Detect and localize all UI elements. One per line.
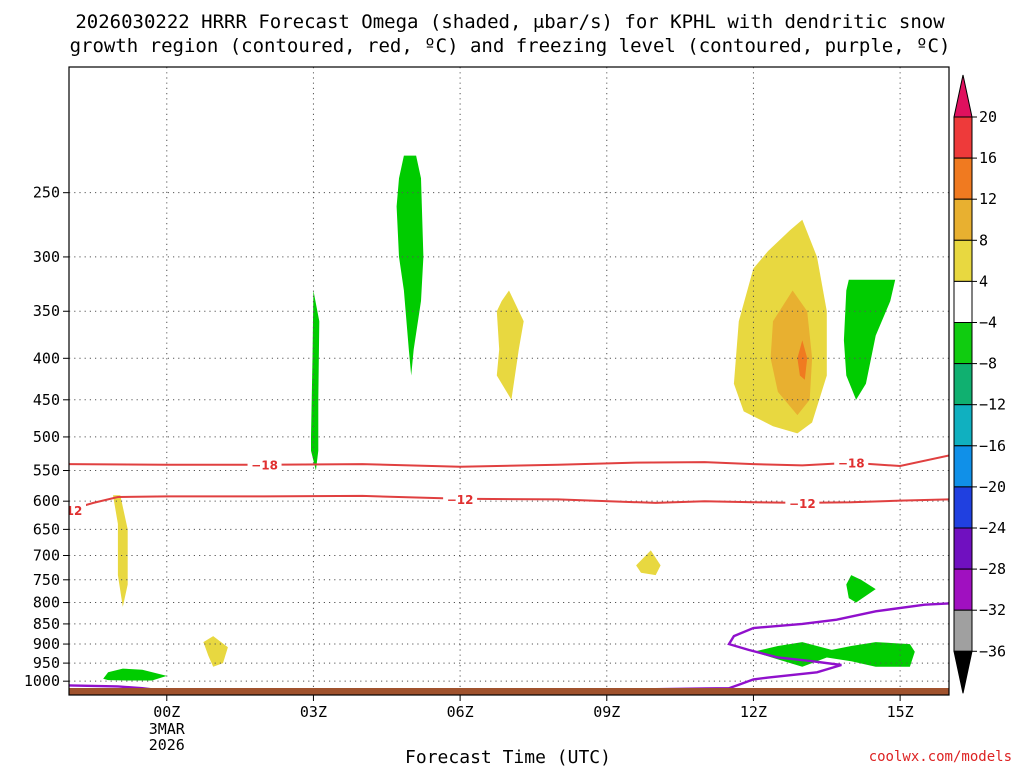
x-tick-sublabel-2: 2026 [149,736,185,754]
colorbar-label--4: −4 [979,314,997,332]
y-tick-label-600: 600 [33,492,60,510]
y-tick-label-300: 300 [33,248,60,266]
omega-region-9 [770,290,813,416]
plot-frame [68,66,950,696]
y-tick-label-400: 400 [33,349,60,367]
y-tick-label-1000: 1000 [24,672,60,690]
contour-label--12-2: −12 [447,493,474,507]
colorbar-segment-13 [953,609,973,652]
colorbar-segment-7 [953,363,973,406]
omega-shading-layer [103,155,915,681]
x-tick-label-00Z: 00Z [153,703,180,721]
chart-title-line1: 2026030222 HRRR Forecast Omega (shaded, … [75,11,945,33]
contour-label-bg [785,494,820,510]
contour-label--18-1: −18 [251,459,278,473]
colorbar-label--32: −32 [979,601,1006,619]
colorbar-label--24: −24 [979,519,1006,537]
contour-label-bg [247,456,282,472]
freezing-level-contour-2 [606,602,949,692]
colorbar-segment-5 [953,280,973,323]
colorbar-label--20: −20 [979,478,1006,496]
y-tick-label-900: 900 [33,635,60,653]
colorbar-top-triangle [953,74,973,118]
x-tick-label-12Z: 12Z [740,703,767,721]
x-tick-label-06Z: 06Z [447,703,474,721]
contour-label--18-2: −18 [838,457,865,471]
colorbar-label--12: −12 [979,396,1006,414]
x-tick-label-03Z: 03Z [300,703,327,721]
colorbar-label-4: 4 [979,272,988,290]
colorbar-label--8: −8 [979,355,997,373]
contour-label-bg [443,490,478,506]
y-tick-label-650: 650 [33,520,60,538]
colorbar: 20 16 12 8 4 −4 −8 −12 −16 −20 −24 −28 −32 −36 [953,74,1006,694]
omega-region-13 [753,642,915,667]
x-tick-label-09Z: 09Z [593,703,620,721]
colorbar-label-20: 20 [979,108,997,126]
colorbar-label--36: −36 [979,642,1006,660]
colorbar-segment-9 [953,445,973,488]
omega-region-6 [496,290,524,400]
omega-region-12 [846,575,876,603]
colorbar-segment-4 [953,239,973,282]
omega-region-10 [797,340,808,380]
y-tick-label-850: 850 [33,615,60,633]
colorbar-segment-11 [953,527,973,570]
y-tick-label-800: 800 [33,594,60,612]
y-axis: 250 300 350 400 450 500 550 600 650 700 750 800 850 9… [24,184,69,690]
colorbar-segment-1 [953,116,973,159]
ground-strip [69,688,949,695]
y-tick-label-700: 700 [33,546,60,564]
colorbar-label--28: −28 [979,560,1006,578]
contour-label-bg [834,454,869,470]
colorbar-segment-6 [953,322,973,365]
colorbar-segment-10 [953,486,973,529]
colorbar-label-16: 16 [979,149,997,167]
x-axis-label: Forecast Time (UTC) [405,747,611,768]
colorbar-segment-8 [953,404,973,447]
y-tick-label-950: 950 [33,654,60,672]
omega-region-7 [636,550,661,576]
omega-region-2 [113,495,128,607]
colorbar-label-8: 8 [979,231,988,249]
credit-text: coolwx.com/models [869,749,1012,765]
chart-title-line2: growth region (contoured, red, ºC) and f… [70,35,951,57]
y-tick-label-250: 250 [33,184,60,202]
omega-region-5 [396,155,424,376]
colorbar-segment-12 [953,568,973,611]
colorbar-segment-2 [953,157,973,200]
omega-region-1 [103,668,167,681]
colorbar-label--16: −16 [979,437,1006,455]
omega-region-3 [203,636,228,667]
colorbar-label-12: 12 [979,190,997,208]
y-tick-label-450: 450 [33,391,60,409]
x-tick-label-15Z: 15Z [887,703,914,721]
y-tick-label-550: 550 [33,462,60,480]
y-tick-label-750: 750 [33,571,60,589]
omega-region-4 [311,290,320,471]
x-tick-sublabel-1: 3MAR [149,720,186,738]
contour-label--12-3: −12 [789,497,816,511]
contour-label--12-1: −12 [56,504,83,518]
contour-label-bg [69,501,86,517]
y-tick-label-500: 500 [33,428,60,446]
colorbar-segment-3 [953,198,973,241]
omega-region-11 [843,279,896,400]
temperature-contour--12 [69,494,949,511]
temperature-contour--18 [69,454,949,468]
y-tick-label-350: 350 [33,302,60,320]
colorbar-bottom-triangle [953,650,973,694]
